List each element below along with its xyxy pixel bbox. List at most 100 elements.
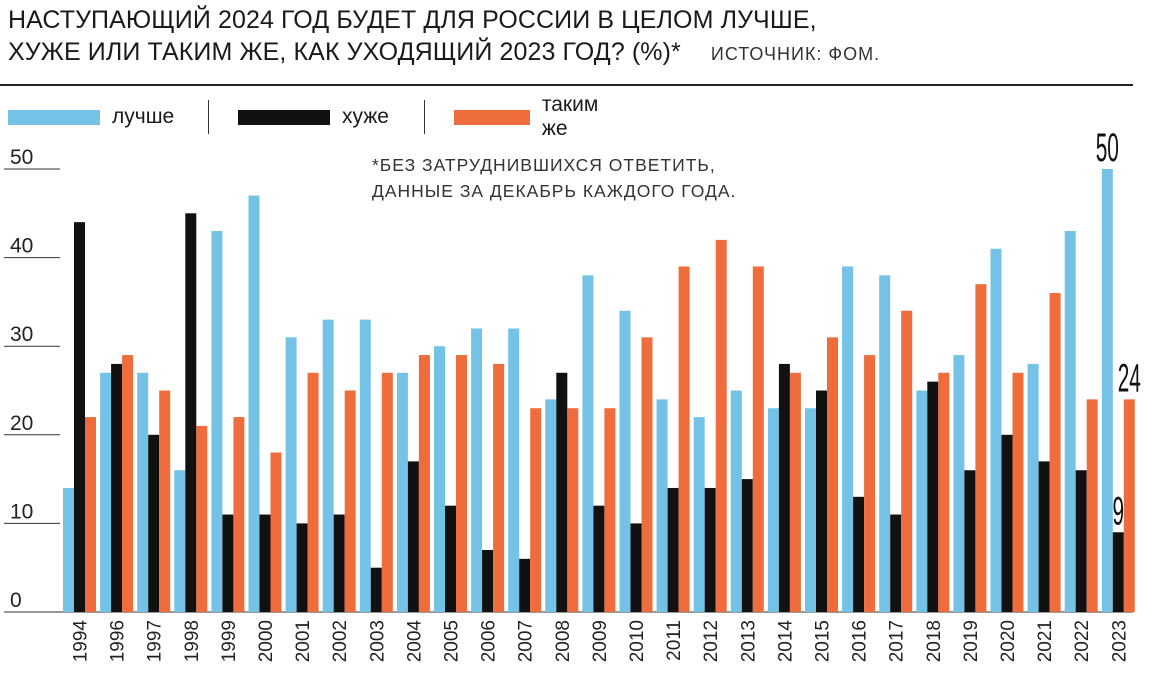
bar-same-2023 bbox=[1123, 399, 1135, 612]
legend-separator bbox=[424, 100, 425, 134]
bar-worse-1999 bbox=[222, 514, 234, 612]
legend-item-worse: хуже bbox=[238, 100, 389, 134]
bar-worse-2003 bbox=[370, 567, 382, 612]
legend-label-same: таким же bbox=[541, 93, 599, 140]
bar-worse-2014 bbox=[778, 363, 790, 612]
bar-better-2011 bbox=[656, 399, 668, 612]
x-tick-label: 2022 bbox=[1072, 620, 1093, 662]
bar-same-2020 bbox=[1012, 372, 1024, 612]
title-line-1: НАСТУПАЮЩИЙ 2024 ГОД БУДЕТ ДЛЯ РОССИИ В … bbox=[8, 6, 817, 34]
x-tick-label: 2003 bbox=[367, 620, 388, 662]
bar-worse-2010 bbox=[630, 523, 642, 612]
bar-same-2006 bbox=[493, 363, 505, 612]
y-tick-label: 20 bbox=[10, 412, 33, 435]
x-tick-label: 2009 bbox=[590, 620, 611, 662]
bar-same-2004 bbox=[418, 355, 430, 612]
x-tick-label: 2005 bbox=[442, 620, 463, 662]
bar-worse-2016 bbox=[853, 496, 865, 612]
y-tick-label: 10 bbox=[10, 500, 33, 523]
x-tick-label: 1994 bbox=[71, 620, 92, 663]
bar-same-1997 bbox=[159, 390, 171, 612]
bar-worse-2001 bbox=[296, 523, 308, 612]
bar-better-1994 bbox=[63, 487, 74, 612]
bar-better-2003 bbox=[359, 319, 371, 612]
bar-same-1994 bbox=[85, 417, 96, 612]
bar-same-2010 bbox=[641, 337, 653, 612]
bar-worse-1997 bbox=[148, 434, 160, 612]
bar-better-2023 bbox=[1101, 169, 1113, 612]
legend-swatch-worse bbox=[238, 109, 330, 125]
bar-worse-2011 bbox=[667, 487, 679, 612]
x-tick-label: 2000 bbox=[256, 620, 277, 662]
title-line-2: ХУЖЕ ИЛИ ТАКИМ ЖЕ, КАК УХОДЯЩИЙ 2023 ГОД… bbox=[8, 38, 681, 66]
bar-same-2002 bbox=[344, 390, 356, 612]
x-tick-label: 2007 bbox=[516, 620, 537, 662]
legend-item-same: таким же bbox=[454, 93, 614, 140]
legend-swatch-same bbox=[454, 109, 530, 125]
bar-worse-1994 bbox=[74, 222, 85, 612]
footnote: *БЕЗ ЗАТРУДНИВШИХСЯ ОТВЕТИТЬ, ДАННЫЕ ЗА … bbox=[372, 152, 736, 204]
chart-title: НАСТУПАЮЩИЙ 2024 ГОД БУДЕТ ДЛЯ РОССИИ В … bbox=[8, 4, 880, 70]
footnote-line-1: *БЕЗ ЗАТРУДНИВШИХСЯ ОТВЕТИТЬ, bbox=[372, 155, 716, 175]
bar-same-2016 bbox=[864, 355, 876, 612]
bar-same-1996 bbox=[122, 355, 134, 612]
bar-same-2000 bbox=[270, 452, 282, 612]
legend-label-worse: хуже bbox=[342, 105, 389, 128]
x-tick-label: 2021 bbox=[1035, 620, 1056, 662]
bar-better-2010 bbox=[619, 310, 631, 612]
bar-worse-2013 bbox=[741, 479, 753, 612]
bar-same-2005 bbox=[456, 355, 467, 612]
bar-same-1998 bbox=[196, 425, 208, 612]
x-tick-label: 2010 bbox=[627, 620, 648, 662]
bar-worse-2020 bbox=[1001, 434, 1013, 612]
bar-better-2019 bbox=[953, 355, 965, 612]
x-tick-label: 2011 bbox=[664, 620, 685, 661]
bar-same-2003 bbox=[381, 372, 393, 612]
bar-same-2018 bbox=[938, 372, 950, 612]
value-label-better: 50 bbox=[1096, 125, 1119, 170]
y-tick-label: 50 bbox=[10, 146, 33, 169]
x-tick-label: 2016 bbox=[850, 620, 871, 662]
bar-better-2012 bbox=[693, 417, 705, 612]
bar-worse-2002 bbox=[333, 514, 345, 612]
bar-better-2015 bbox=[805, 408, 816, 612]
y-tick-label: 40 bbox=[10, 235, 33, 258]
bar-worse-2017 bbox=[890, 514, 902, 612]
bar-same-2013 bbox=[752, 266, 764, 612]
x-tick-label: 1999 bbox=[219, 620, 240, 662]
bar-better-2014 bbox=[767, 408, 779, 612]
bar-same-2021 bbox=[1049, 293, 1061, 612]
bar-better-2022 bbox=[1064, 231, 1076, 612]
bar-same-2008 bbox=[567, 408, 579, 612]
bar-worse-1998 bbox=[185, 213, 197, 613]
title-divider bbox=[0, 84, 1133, 86]
x-tick-label: 2017 bbox=[887, 620, 908, 662]
bar-same-2001 bbox=[307, 372, 319, 612]
x-tick-label: 2019 bbox=[961, 620, 982, 662]
bar-better-2017 bbox=[879, 275, 891, 612]
bar-worse-2006 bbox=[482, 549, 494, 612]
bar-better-2002 bbox=[322, 319, 334, 612]
bar-better-2006 bbox=[471, 328, 483, 612]
legend-label-better: лучше bbox=[112, 105, 175, 128]
bar-better-2008 bbox=[545, 399, 557, 612]
footnote-line-2: ДАННЫЕ ЗА ДЕКАБРЬ КАЖДОГО ГОДА. bbox=[372, 181, 737, 201]
bar-better-1997 bbox=[137, 372, 149, 612]
bar-worse-2023 bbox=[1112, 532, 1124, 612]
x-tick-label: 2020 bbox=[998, 620, 1019, 662]
bar-worse-2008 bbox=[556, 372, 568, 612]
bar-worse-2000 bbox=[259, 514, 271, 612]
bar-better-2016 bbox=[842, 266, 854, 612]
x-tick-label: 2008 bbox=[553, 620, 574, 662]
bar-worse-2004 bbox=[407, 461, 419, 612]
x-tick-label: 2015 bbox=[813, 620, 834, 662]
x-tick-label: 2018 bbox=[924, 620, 945, 662]
bar-worse-1996 bbox=[111, 363, 123, 612]
legend-item-better: лучше bbox=[8, 100, 174, 134]
x-tick-label: 1996 bbox=[108, 620, 129, 662]
bar-same-2022 bbox=[1086, 399, 1098, 612]
bar-worse-2022 bbox=[1075, 470, 1087, 612]
x-tick-label: 2012 bbox=[701, 620, 722, 662]
bar-better-2007 bbox=[508, 328, 520, 612]
